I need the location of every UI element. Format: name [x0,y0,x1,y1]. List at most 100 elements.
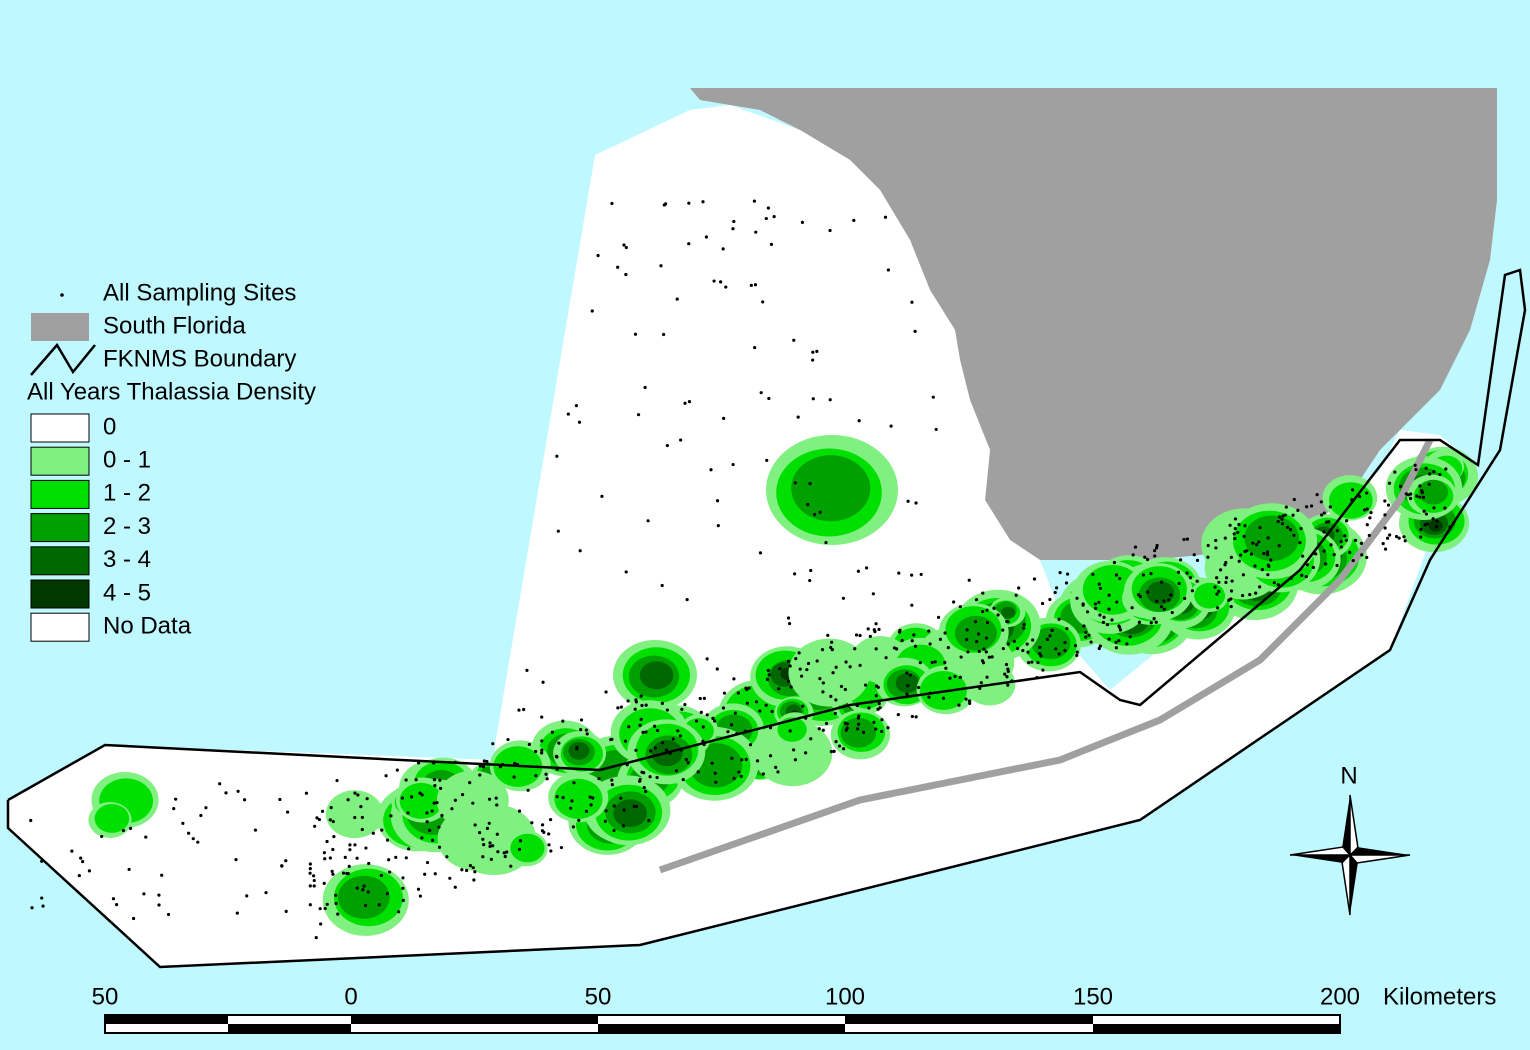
density-blob [1194,582,1226,609]
sampling-site [584,728,589,732]
sampling-site [448,876,452,880]
density-blob [895,673,920,693]
sampling-site [705,657,709,661]
sampling-site [622,808,626,812]
sampling-site [1254,543,1259,547]
sampling-site [308,871,312,875]
sampling-site [1339,539,1343,544]
sampling-site [730,756,734,760]
sampling-site [1432,469,1436,474]
sampling-site [754,230,758,234]
sampling-site [1367,533,1371,538]
sampling-site [678,734,682,738]
sampling-site [1030,660,1034,664]
sampling-site [1176,570,1181,574]
sampling-site [841,596,846,600]
sampling-site [626,699,630,703]
sampling-site [343,855,347,859]
sampling-site [40,859,44,863]
sampling-site [828,398,832,402]
sampling-site [701,725,705,729]
sampling-site [502,851,506,855]
sampling-site [407,847,411,851]
sampling-site [584,809,589,814]
sampling-site [1444,467,1448,471]
sampling-site [100,834,104,839]
sampling-site [371,831,375,835]
sampling-site [1217,589,1221,593]
sampling-site [1245,549,1249,553]
sampling-site [857,419,861,423]
sampling-site [160,873,164,877]
sampling-site [336,912,340,916]
density-blob [1418,479,1449,505]
sampling-site [348,843,352,847]
sampling-site [1152,617,1156,621]
sampling-site [676,729,680,733]
sampling-site [655,775,659,780]
sampling-site [1332,553,1336,557]
arrow-part [1350,847,1410,855]
sampling-site [1128,635,1132,639]
sampling-site [1098,644,1102,648]
sampling-site [821,690,825,694]
sampling-site [218,782,222,786]
sampling-site [984,650,988,654]
sampling-site [196,840,200,844]
sampling-site [1305,505,1309,509]
sampling-site [1358,494,1362,499]
sampling-site [1365,491,1369,495]
sampling-site [79,856,83,860]
sampling-site [1004,662,1009,667]
sampling-site [1424,512,1429,516]
sampling-site [844,728,848,732]
density-blob [840,717,877,748]
sampling-site [808,482,812,486]
sampling-site [1143,555,1147,559]
sampling-site [786,616,791,620]
sampling-site [1351,558,1355,563]
sampling-site [918,661,922,665]
sampling-site [965,638,969,642]
sampling-site [627,725,631,729]
sampling-site [824,540,828,545]
sampling-site [713,719,717,723]
sampling-site [315,816,319,820]
sampling-site [322,881,326,886]
sampling-site [793,481,797,485]
sampling-site [1301,554,1305,558]
sampling-site [634,700,638,704]
sampling-site [687,201,691,205]
sampling-site [1365,507,1369,511]
sampling-site [1419,527,1423,532]
sampling-site [674,769,678,773]
sampling-site [1155,543,1159,548]
sampling-site [127,867,131,872]
sampling-site [788,664,792,668]
sampling-site [1381,542,1385,546]
sampling-site [801,704,805,708]
sampling-site [1010,679,1014,683]
sampling-site [473,870,477,874]
sampling-site [364,846,368,850]
sampling-site [199,813,203,818]
north-label: N [1340,762,1357,789]
sampling-site [665,443,669,448]
sampling-site [518,839,523,843]
sampling-site [856,727,860,731]
sampling-site [794,657,798,661]
sampling-site [1038,652,1042,656]
sampling-site [675,297,679,301]
sampling-site [696,770,700,774]
sampling-site [1322,549,1326,553]
sampling-site [804,716,808,720]
sampling-site [1118,576,1122,581]
density-blob [1146,581,1175,605]
density-blob [399,782,443,819]
sampling-site [1224,560,1228,565]
sampling-site [1402,535,1406,539]
sampling-site [1238,553,1243,557]
sampling-site [1177,581,1181,586]
sampling-site [319,922,323,926]
density-blob [791,455,871,522]
